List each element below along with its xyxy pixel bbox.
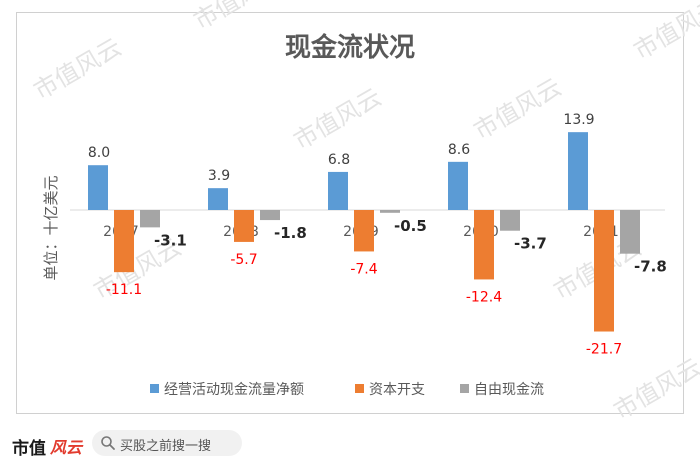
capex-bar (114, 210, 134, 273)
chart-title: 现金流状况 (285, 32, 415, 63)
y-axis-label: 单位：十亿美元 (42, 175, 60, 280)
operating-cash-flow-bar (568, 132, 588, 210)
capex-data-label: -12.4 (466, 289, 502, 305)
free-cash-flow-bar (380, 210, 400, 213)
capex-data-label: -7.4 (350, 261, 377, 277)
watermark-text: 市值风云 (609, 353, 700, 418)
capex-data-label: -21.7 (586, 342, 622, 358)
capex-bar (234, 210, 254, 242)
operating-cash-flow-legend-swatch (150, 384, 159, 393)
search-placeholder: 买股之前搜一搜 (120, 439, 212, 454)
free-cash-flow-data-label: -3.7 (514, 235, 547, 253)
brand-name: 市值 (12, 439, 46, 459)
free-cash-flow-bar (500, 210, 520, 231)
free-cash-flow-data-label: -7.8 (634, 258, 667, 276)
capex-legend-label: 资本开支 (369, 382, 425, 398)
capex-bar (594, 210, 614, 332)
capex-data-label: -5.7 (230, 252, 257, 268)
operating-cash-flow-data-label: 8.0 (88, 145, 110, 161)
free-cash-flow-data-label: -1.8 (274, 224, 307, 242)
free-cash-flow-bar (140, 210, 160, 228)
operating-cash-flow-bar (208, 188, 228, 210)
free-cash-flow-bar (620, 210, 640, 254)
operating-cash-flow-data-label: 6.8 (328, 152, 350, 168)
operating-cash-flow-data-label: 8.6 (448, 142, 470, 158)
watermark-text: 市值风云 (189, 0, 286, 35)
footer-bar: 市值 风云 买股之前搜一搜 (0, 418, 700, 466)
operating-cash-flow-data-label: 13.9 (563, 112, 594, 128)
operating-cash-flow-bar (328, 171, 348, 210)
watermark-text: 市值风云 (289, 83, 386, 155)
bar-layer: 20178.0-11.1-3.120183.9-5.7-1.820196.8-7… (88, 112, 667, 357)
search-input[interactable]: 买股之前搜一搜 (92, 430, 242, 456)
free-cash-flow-data-label: -3.1 (154, 231, 187, 249)
watermark-text: 市值风云 (469, 73, 566, 145)
search-icon (101, 436, 115, 450)
cash-flow-chart: 市值风云市值风云市值风云市值风云市值风云市值风云市值风云市值风云 现金流状况 单… (29, 0, 700, 418)
operating-cash-flow-bar (448, 161, 468, 210)
watermark-text: 市值风云 (629, 0, 700, 65)
capex-bar (474, 210, 494, 280)
free-cash-flow-bar (260, 210, 280, 221)
operating-cash-flow-legend-label: 经营活动现金流量净额 (164, 382, 304, 398)
legend: 经营活动现金流量净额 资本开支 自由现金流 (150, 382, 544, 398)
capex-data-label: -11.1 (106, 282, 142, 298)
watermark-text: 市值风云 (29, 33, 126, 105)
capex-legend-swatch (355, 384, 364, 393)
operating-cash-flow-bar (88, 165, 108, 210)
free-cash-flow-legend-swatch (460, 384, 469, 393)
free-cash-flow-data-label: -0.5 (394, 217, 427, 235)
free-cash-flow-legend-label: 自由现金流 (474, 382, 544, 398)
operating-cash-flow-data-label: 3.9 (208, 168, 230, 184)
brand-logo: 风云 (50, 438, 83, 457)
capex-bar (354, 210, 374, 252)
